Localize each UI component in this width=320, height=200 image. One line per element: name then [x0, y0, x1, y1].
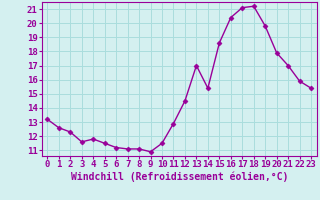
- X-axis label: Windchill (Refroidissement éolien,°C): Windchill (Refroidissement éolien,°C): [70, 172, 288, 182]
